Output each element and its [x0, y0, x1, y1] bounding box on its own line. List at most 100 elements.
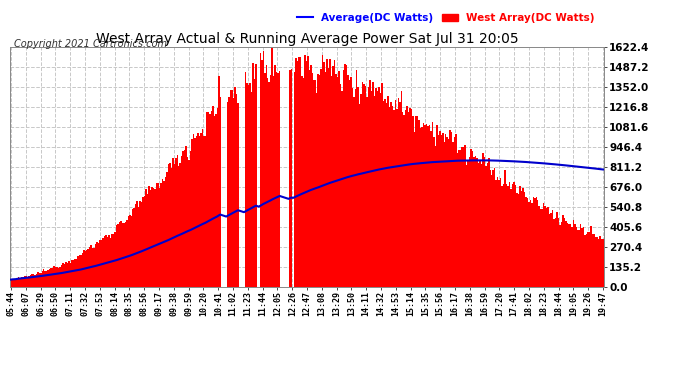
Bar	[525, 197, 526, 287]
Bar	[277, 73, 279, 287]
Bar	[422, 127, 423, 287]
Bar	[343, 70, 344, 287]
Bar	[530, 200, 531, 287]
Bar	[22, 277, 23, 287]
Bar	[311, 73, 313, 287]
Bar	[553, 219, 555, 287]
Bar	[297, 61, 298, 287]
Bar	[298, 57, 299, 287]
Bar	[170, 168, 172, 287]
Bar	[215, 114, 217, 287]
Bar	[12, 279, 13, 287]
Bar	[386, 102, 387, 287]
Bar	[580, 224, 582, 287]
Bar	[186, 146, 187, 287]
Bar	[369, 80, 371, 287]
Bar	[85, 251, 86, 287]
Bar	[317, 74, 319, 287]
Bar	[208, 112, 209, 287]
Bar	[250, 92, 252, 287]
Bar	[13, 279, 14, 287]
Bar	[92, 248, 93, 287]
Bar	[172, 158, 174, 287]
Bar	[66, 262, 67, 287]
Bar	[197, 133, 199, 287]
Bar	[303, 78, 304, 287]
Bar	[442, 134, 444, 287]
Bar	[435, 146, 436, 287]
Bar	[37, 272, 39, 287]
Bar	[582, 228, 583, 287]
Bar	[571, 227, 573, 287]
Bar	[393, 110, 395, 287]
Bar	[182, 151, 184, 287]
Bar	[148, 186, 150, 287]
Bar	[130, 216, 132, 287]
Bar	[405, 110, 406, 287]
Bar	[469, 157, 471, 287]
Bar	[26, 276, 27, 287]
Bar	[500, 178, 502, 287]
Bar	[271, 47, 273, 287]
Bar	[235, 87, 236, 287]
Bar	[476, 158, 477, 287]
Bar	[338, 71, 339, 287]
Bar	[264, 74, 266, 287]
Bar	[486, 163, 488, 287]
Bar	[573, 220, 574, 287]
Bar	[473, 157, 475, 287]
Bar	[498, 180, 500, 287]
Bar	[424, 125, 426, 287]
Bar	[460, 150, 462, 287]
Bar	[521, 190, 522, 287]
Bar	[411, 109, 413, 287]
Bar	[68, 261, 70, 287]
Bar	[512, 184, 513, 287]
Bar	[375, 88, 377, 287]
Bar	[174, 164, 175, 287]
Bar	[516, 193, 518, 287]
Bar	[586, 234, 587, 287]
Bar	[377, 92, 378, 287]
Bar	[313, 80, 315, 287]
Bar	[142, 197, 144, 287]
Bar	[138, 207, 139, 287]
Bar	[270, 75, 271, 287]
Bar	[55, 267, 57, 287]
Bar	[437, 135, 439, 287]
Bar	[479, 161, 481, 287]
Bar	[408, 112, 409, 287]
Bar	[428, 125, 430, 287]
Bar	[519, 186, 521, 287]
Bar	[273, 76, 275, 287]
Bar	[355, 89, 356, 287]
Bar	[10, 280, 12, 287]
Bar	[290, 69, 293, 287]
Bar	[184, 150, 186, 287]
Bar	[237, 103, 239, 287]
Bar	[102, 238, 103, 287]
Bar	[471, 149, 472, 287]
Bar	[50, 268, 52, 287]
Bar	[440, 135, 442, 287]
Bar	[454, 137, 455, 287]
Bar	[233, 98, 235, 287]
Bar	[159, 189, 160, 287]
Bar	[137, 201, 138, 287]
Bar	[402, 112, 404, 287]
Bar	[71, 260, 72, 287]
Bar	[320, 69, 322, 287]
Bar	[591, 226, 592, 287]
Bar	[52, 268, 53, 287]
Bar	[511, 189, 512, 287]
Bar	[155, 189, 156, 287]
Bar	[175, 158, 177, 287]
Bar	[495, 180, 497, 287]
Bar	[371, 91, 373, 287]
Bar	[574, 224, 575, 287]
Bar	[254, 79, 255, 287]
Bar	[522, 189, 524, 287]
Bar	[27, 277, 28, 287]
Bar	[120, 220, 121, 287]
Bar	[255, 64, 257, 287]
